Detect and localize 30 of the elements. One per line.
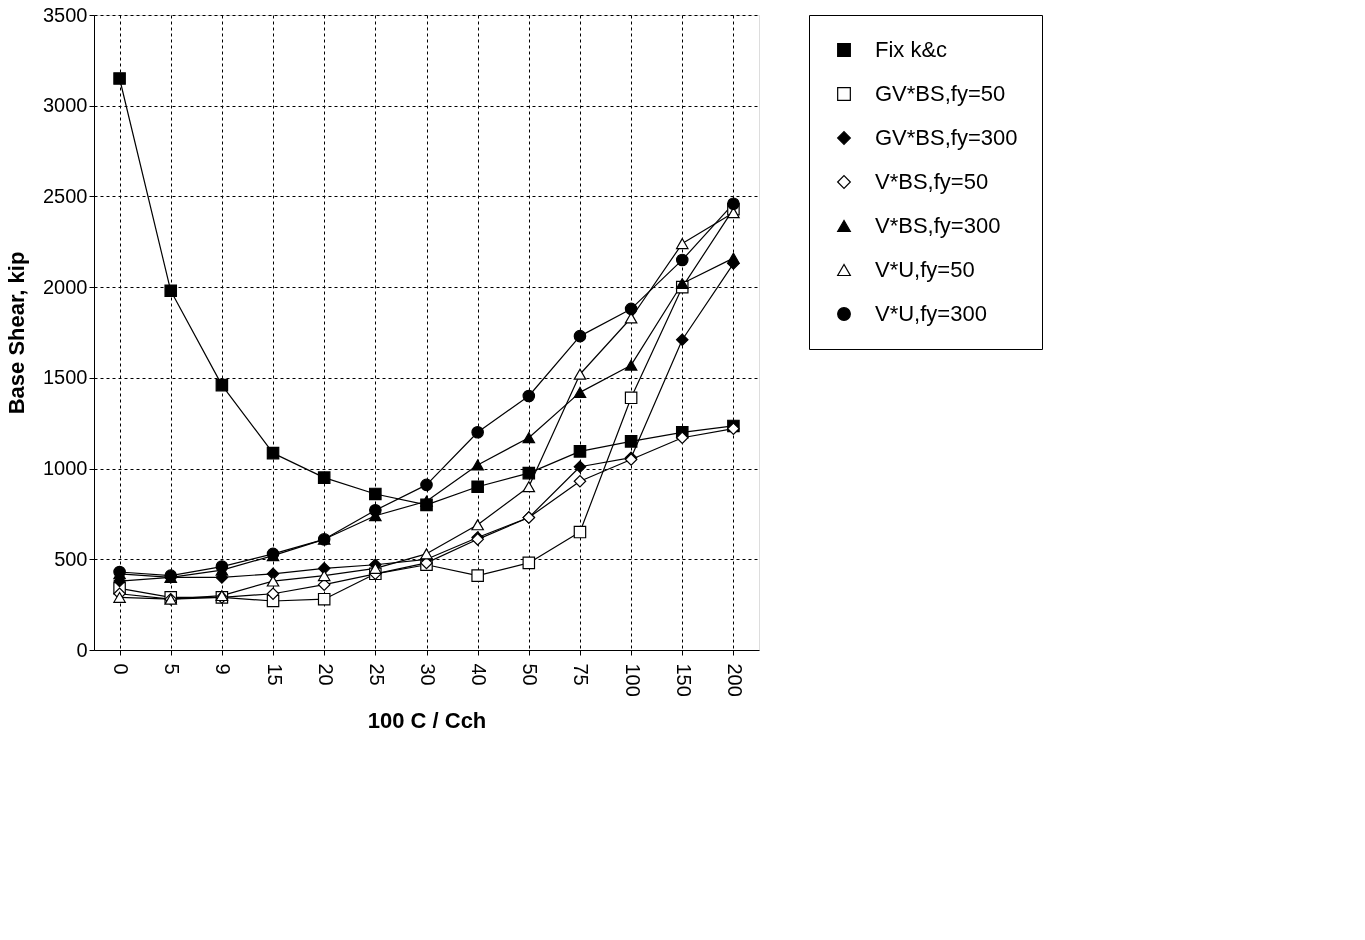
x-tick-label: 30 (417, 663, 439, 686)
x-tick-label: 75 (570, 663, 593, 686)
x-tick-label: 9 (212, 663, 235, 675)
legend-label: V*U,fy=50 (875, 257, 975, 282)
y-tick-label: 0 (76, 638, 88, 661)
x-tick-label: 200 (723, 663, 746, 697)
legend-label: GV*BS,fy=50 (875, 81, 1006, 106)
x-axis-title: 100 C / Cch (367, 707, 487, 733)
y-tick-label: 1000 (43, 457, 88, 480)
y-tick-label: 2500 (43, 184, 88, 207)
x-tick-label: 100 (621, 663, 644, 697)
legend-label: V*BS,fy=300 (875, 213, 1001, 238)
x-tick-label: 25 (365, 663, 388, 686)
legend-label: V*U,fy=300 (875, 301, 987, 326)
x-tick-label: 40 (468, 663, 491, 686)
y-tick-label: 2000 (43, 275, 88, 298)
x-tick-label: 0 (110, 663, 133, 675)
legend-label: V*BS,fy=50 (875, 169, 989, 194)
y-axis-title: Base Shear, kip (4, 251, 30, 415)
y-tick-label: 500 (54, 547, 88, 570)
x-tick-label: 20 (314, 663, 337, 686)
y-tick-label: 3000 (43, 94, 88, 117)
legend-label: Fix k&c (875, 37, 948, 62)
y-tick-label: 1500 (43, 366, 88, 389)
legend-label: GV*BS,fy=300 (875, 125, 1018, 150)
x-tick-label: 5 (161, 663, 184, 675)
x-tick-label: 15 (263, 663, 286, 686)
x-tick-label: 150 (672, 663, 695, 697)
x-tick-label: 50 (519, 663, 542, 686)
y-tick-label: 3500 (43, 3, 88, 26)
